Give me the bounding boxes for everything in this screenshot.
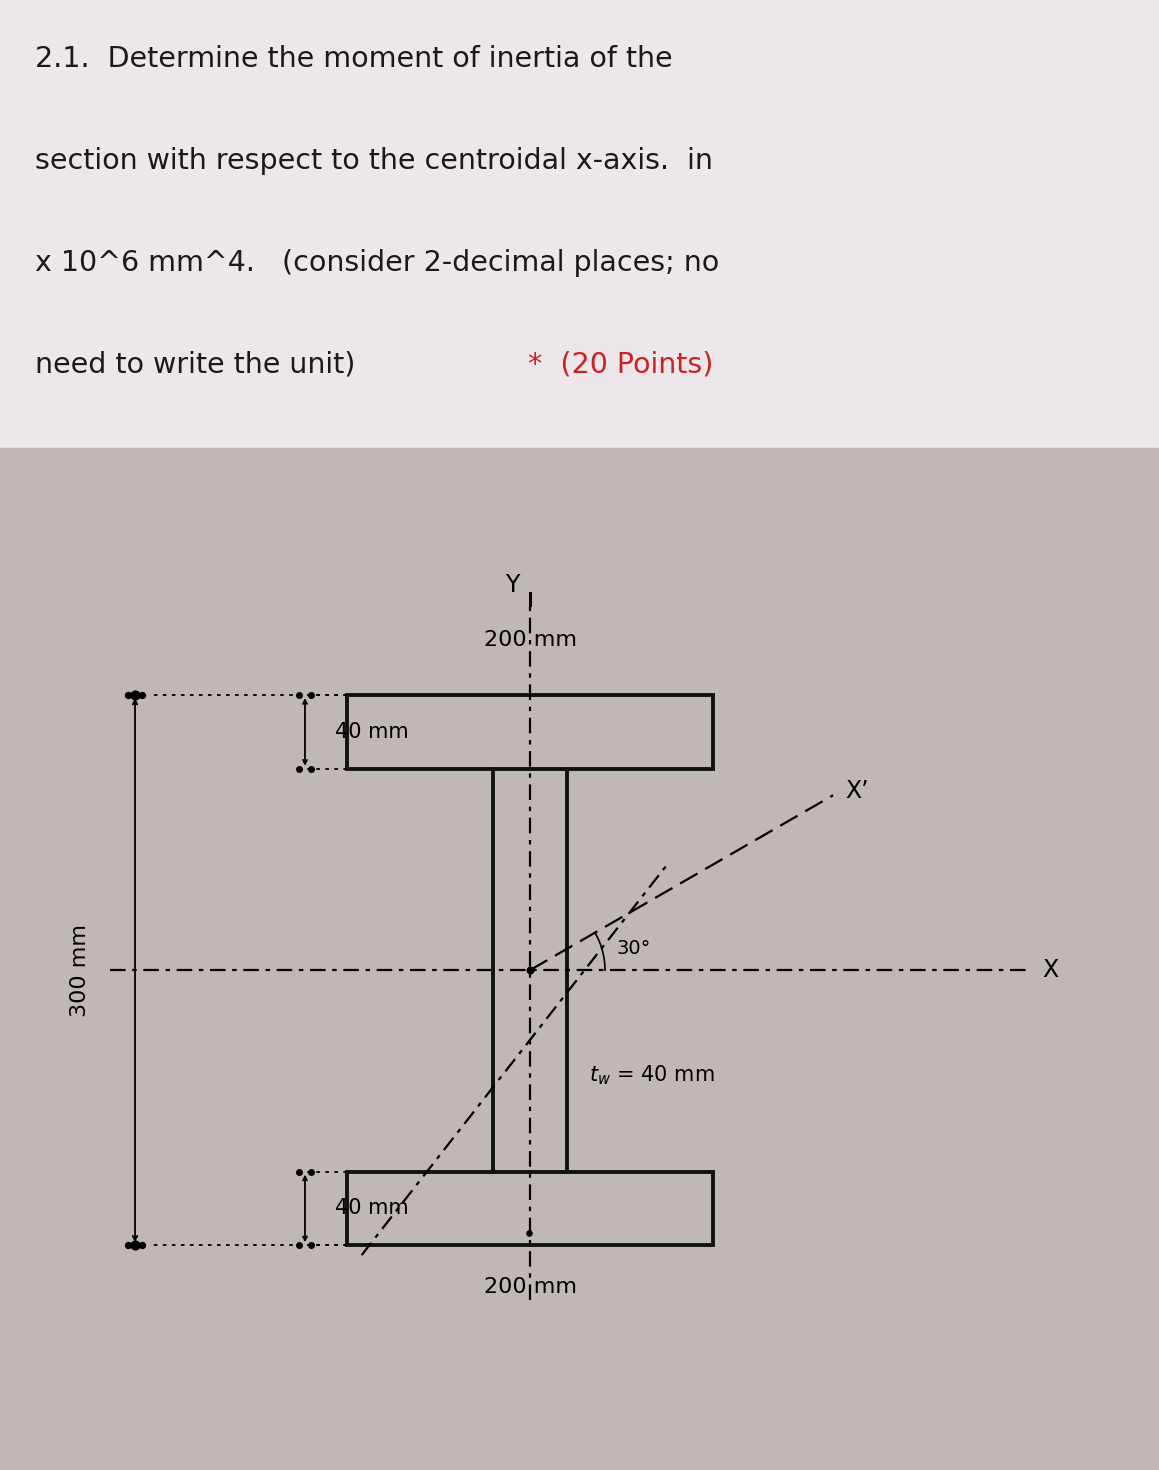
Text: 200 mm: 200 mm: [483, 631, 576, 650]
Bar: [0, 448, 1159, 1470]
Text: 2.1.  Determine the moment of inertia of the: 2.1. Determine the moment of inertia of …: [35, 46, 672, 74]
Point: [519, 1222, 538, 1245]
Point: [520, 958, 539, 982]
Text: need to write the unit): need to write the unit): [35, 351, 364, 379]
Point: [118, 1233, 137, 1257]
Point: [301, 1233, 320, 1257]
Bar: [347, 1172, 713, 1245]
Point: [301, 757, 320, 781]
Text: x 10^6 mm^4.   (consider 2-decimal places; no: x 10^6 mm^4. (consider 2-decimal places;…: [35, 248, 719, 276]
Point: [301, 1160, 320, 1183]
Point: [133, 1233, 152, 1257]
Point: [290, 1233, 308, 1257]
Text: 40 mm: 40 mm: [335, 1198, 409, 1219]
Text: X: X: [1042, 958, 1058, 982]
Text: Y: Y: [505, 573, 519, 597]
Bar: [347, 695, 713, 769]
Text: *  (20 Points): * (20 Points): [519, 351, 713, 379]
Text: 300 mm: 300 mm: [70, 923, 90, 1017]
Text: 30°: 30°: [617, 939, 651, 957]
Point: [301, 684, 320, 707]
Text: X’: X’: [845, 779, 869, 803]
Point: [125, 1233, 144, 1257]
Point: [118, 684, 137, 707]
Point: [290, 684, 308, 707]
Text: 40 mm: 40 mm: [335, 722, 409, 742]
Bar: [0, 0, 1159, 448]
Point: [133, 684, 152, 707]
Point: [125, 684, 144, 707]
Text: $t_w$ = 40 mm: $t_w$ = 40 mm: [589, 1063, 714, 1086]
Point: [290, 757, 308, 781]
Point: [290, 1160, 308, 1183]
Text: section with respect to the centroidal x-axis.  in: section with respect to the centroidal x…: [35, 147, 713, 175]
Text: 200 mm: 200 mm: [483, 1277, 576, 1297]
